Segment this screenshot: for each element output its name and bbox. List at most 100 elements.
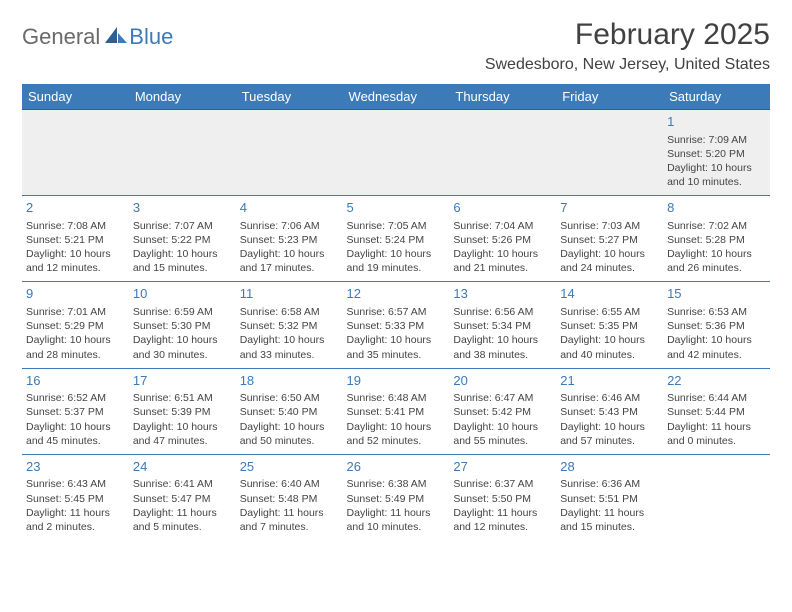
day-number: 8 [667, 199, 766, 217]
sunrise-text: Sunrise: 6:37 AM [453, 477, 552, 491]
calendar-day-cell: 26Sunrise: 6:38 AMSunset: 5:49 PMDayligh… [343, 454, 450, 540]
day-number: 25 [240, 458, 339, 476]
daylight-text: Daylight: 11 hours and 15 minutes. [560, 506, 659, 534]
calendar-day-cell: 9Sunrise: 7:01 AMSunset: 5:29 PMDaylight… [22, 282, 129, 368]
daylight-text: Daylight: 11 hours and 0 minutes. [667, 420, 766, 448]
sunset-text: Sunset: 5:48 PM [240, 492, 339, 506]
day-number: 26 [347, 458, 446, 476]
daylight-text: Daylight: 10 hours and 19 minutes. [347, 247, 446, 275]
sunrise-text: Sunrise: 7:07 AM [133, 219, 232, 233]
sunset-text: Sunset: 5:33 PM [347, 319, 446, 333]
calendar-day-cell: 4Sunrise: 7:06 AMSunset: 5:23 PMDaylight… [236, 196, 343, 282]
sunset-text: Sunset: 5:20 PM [667, 147, 766, 161]
daylight-text: Daylight: 10 hours and 55 minutes. [453, 420, 552, 448]
sunrise-text: Sunrise: 6:59 AM [133, 305, 232, 319]
weekday-header: Monday [129, 84, 236, 110]
day-number: 11 [240, 285, 339, 303]
calendar-header-row: SundayMondayTuesdayWednesdayThursdayFrid… [22, 84, 770, 110]
weekday-header: Thursday [449, 84, 556, 110]
day-number: 16 [26, 372, 125, 390]
sunrise-text: Sunrise: 6:36 AM [560, 477, 659, 491]
sunset-text: Sunset: 5:51 PM [560, 492, 659, 506]
calendar-table: SundayMondayTuesdayWednesdayThursdayFrid… [22, 84, 770, 540]
sunset-text: Sunset: 5:28 PM [667, 233, 766, 247]
sunrise-text: Sunrise: 6:38 AM [347, 477, 446, 491]
sunset-text: Sunset: 5:44 PM [667, 405, 766, 419]
sunrise-text: Sunrise: 7:04 AM [453, 219, 552, 233]
day-number: 3 [133, 199, 232, 217]
calendar-day-cell [343, 110, 450, 196]
daylight-text: Daylight: 10 hours and 26 minutes. [667, 247, 766, 275]
daylight-text: Daylight: 10 hours and 38 minutes. [453, 333, 552, 361]
sunrise-text: Sunrise: 6:41 AM [133, 477, 232, 491]
sunrise-text: Sunrise: 7:06 AM [240, 219, 339, 233]
calendar-week-row: 1Sunrise: 7:09 AMSunset: 5:20 PMDaylight… [22, 110, 770, 196]
brand-part1: General [22, 24, 100, 50]
day-number: 6 [453, 199, 552, 217]
daylight-text: Daylight: 10 hours and 47 minutes. [133, 420, 232, 448]
sunset-text: Sunset: 5:23 PM [240, 233, 339, 247]
sunrise-text: Sunrise: 7:08 AM [26, 219, 125, 233]
calendar-day-cell: 27Sunrise: 6:37 AMSunset: 5:50 PMDayligh… [449, 454, 556, 540]
calendar-day-cell: 20Sunrise: 6:47 AMSunset: 5:42 PMDayligh… [449, 368, 556, 454]
calendar-body: 1Sunrise: 7:09 AMSunset: 5:20 PMDaylight… [22, 110, 770, 541]
sunset-text: Sunset: 5:42 PM [453, 405, 552, 419]
calendar-day-cell: 28Sunrise: 6:36 AMSunset: 5:51 PMDayligh… [556, 454, 663, 540]
daylight-text: Daylight: 10 hours and 52 minutes. [347, 420, 446, 448]
calendar-day-cell: 7Sunrise: 7:03 AMSunset: 5:27 PMDaylight… [556, 196, 663, 282]
brand-part2: Blue [129, 24, 173, 50]
sunrise-text: Sunrise: 6:56 AM [453, 305, 552, 319]
day-number: 20 [453, 372, 552, 390]
calendar-day-cell: 3Sunrise: 7:07 AMSunset: 5:22 PMDaylight… [129, 196, 236, 282]
daylight-text: Daylight: 11 hours and 5 minutes. [133, 506, 232, 534]
calendar-day-cell: 15Sunrise: 6:53 AMSunset: 5:36 PMDayligh… [663, 282, 770, 368]
calendar-day-cell [129, 110, 236, 196]
day-number: 10 [133, 285, 232, 303]
sunrise-text: Sunrise: 6:53 AM [667, 305, 766, 319]
daylight-text: Daylight: 11 hours and 10 minutes. [347, 506, 446, 534]
sunset-text: Sunset: 5:37 PM [26, 405, 125, 419]
sunset-text: Sunset: 5:27 PM [560, 233, 659, 247]
calendar-day-cell: 12Sunrise: 6:57 AMSunset: 5:33 PMDayligh… [343, 282, 450, 368]
calendar-week-row: 9Sunrise: 7:01 AMSunset: 5:29 PMDaylight… [22, 282, 770, 368]
day-number: 22 [667, 372, 766, 390]
calendar-day-cell: 1Sunrise: 7:09 AMSunset: 5:20 PMDaylight… [663, 110, 770, 196]
sunrise-text: Sunrise: 6:48 AM [347, 391, 446, 405]
calendar-day-cell: 18Sunrise: 6:50 AMSunset: 5:40 PMDayligh… [236, 368, 343, 454]
calendar-day-cell: 24Sunrise: 6:41 AMSunset: 5:47 PMDayligh… [129, 454, 236, 540]
sunrise-text: Sunrise: 6:52 AM [26, 391, 125, 405]
weekday-header: Wednesday [343, 84, 450, 110]
sunset-text: Sunset: 5:32 PM [240, 319, 339, 333]
calendar-day-cell: 14Sunrise: 6:55 AMSunset: 5:35 PMDayligh… [556, 282, 663, 368]
sunset-text: Sunset: 5:43 PM [560, 405, 659, 419]
sunrise-text: Sunrise: 6:55 AM [560, 305, 659, 319]
day-number: 17 [133, 372, 232, 390]
daylight-text: Daylight: 11 hours and 12 minutes. [453, 506, 552, 534]
calendar-day-cell: 16Sunrise: 6:52 AMSunset: 5:37 PMDayligh… [22, 368, 129, 454]
sunrise-text: Sunrise: 6:43 AM [26, 477, 125, 491]
calendar-day-cell: 25Sunrise: 6:40 AMSunset: 5:48 PMDayligh… [236, 454, 343, 540]
daylight-text: Daylight: 10 hours and 42 minutes. [667, 333, 766, 361]
day-number: 21 [560, 372, 659, 390]
day-number: 1 [667, 113, 766, 131]
day-number: 23 [26, 458, 125, 476]
page-header: General Blue February 2025 Swedesboro, N… [22, 18, 770, 74]
day-number: 5 [347, 199, 446, 217]
sunset-text: Sunset: 5:41 PM [347, 405, 446, 419]
sunset-text: Sunset: 5:24 PM [347, 233, 446, 247]
calendar-day-cell [556, 110, 663, 196]
calendar-week-row: 16Sunrise: 6:52 AMSunset: 5:37 PM Dayligh… [22, 368, 770, 454]
daylight-text: Daylight: 10 hours and 10 minutes. [667, 161, 766, 189]
day-number: 18 [240, 372, 339, 390]
sunset-text: Sunset: 5:47 PM [133, 492, 232, 506]
weekday-header: Friday [556, 84, 663, 110]
day-number: 24 [133, 458, 232, 476]
calendar-day-cell: 10Sunrise: 6:59 AMSunset: 5:30 PMDayligh… [129, 282, 236, 368]
calendar-day-cell: 13Sunrise: 6:56 AMSunset: 5:34 PMDayligh… [449, 282, 556, 368]
day-number: 13 [453, 285, 552, 303]
calendar-day-cell: 22Sunrise: 6:44 AMSunset: 5:44 PMDayligh… [663, 368, 770, 454]
sunrise-text: Sunrise: 6:40 AM [240, 477, 339, 491]
calendar-day-cell: 6Sunrise: 7:04 AMSunset: 5:26 PMDaylight… [449, 196, 556, 282]
calendar-day-cell [663, 454, 770, 540]
weekday-header: Saturday [663, 84, 770, 110]
